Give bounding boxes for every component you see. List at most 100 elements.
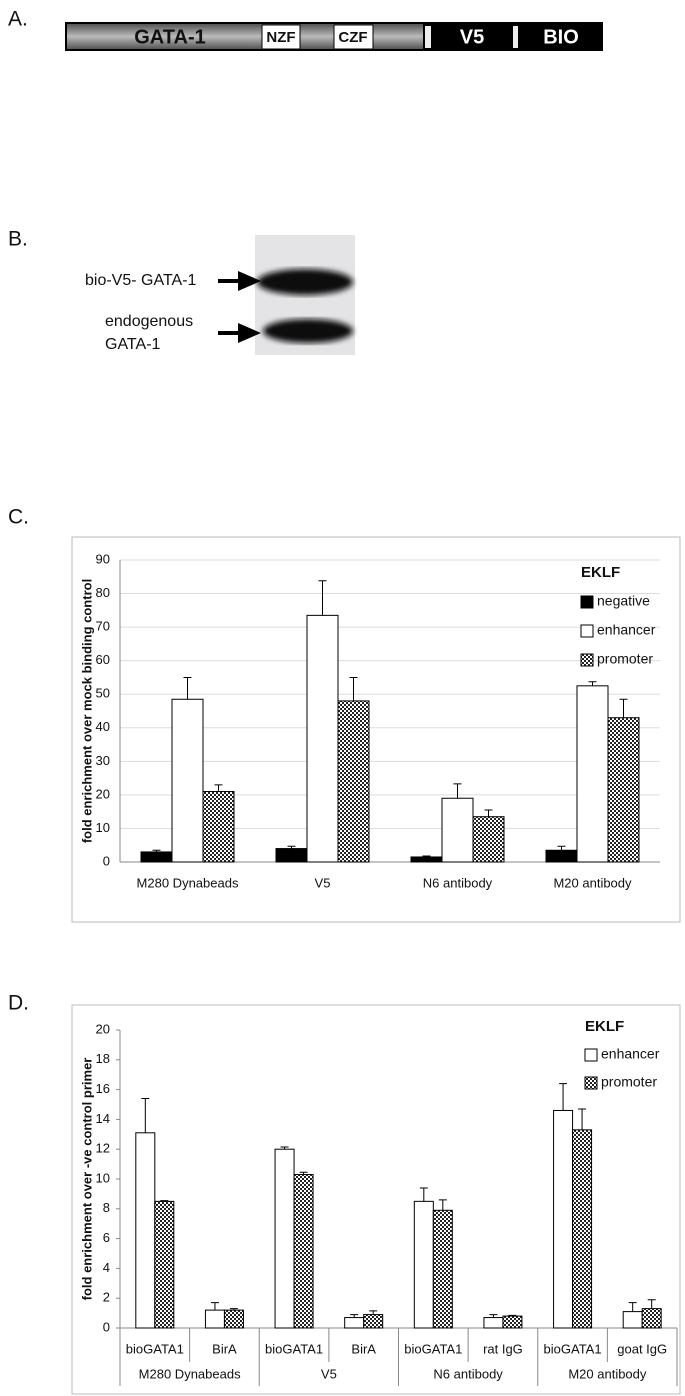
bar <box>140 851 173 863</box>
bar <box>410 856 443 863</box>
error-bar <box>628 1302 637 1312</box>
bar <box>204 1309 225 1329</box>
error-bar <box>453 783 462 799</box>
bar <box>154 1200 175 1329</box>
legend-swatch <box>580 595 594 609</box>
error-bar <box>229 1308 238 1311</box>
error-bar <box>210 1302 219 1311</box>
y-tick-label: 0 <box>103 1319 110 1334</box>
y-tick-label: 40 <box>96 719 110 734</box>
error-bar <box>419 1187 428 1202</box>
bar <box>171 698 204 863</box>
error-bar <box>484 809 493 817</box>
arrow <box>218 322 261 344</box>
y-tick-label: 60 <box>96 652 110 667</box>
bar <box>641 1308 662 1329</box>
panel-label: D. <box>8 992 29 1015</box>
bar <box>441 797 474 863</box>
error-bar <box>619 698 628 718</box>
error-bar <box>557 845 566 851</box>
bar <box>572 1129 593 1329</box>
y-tick-label: 14 <box>96 1111 110 1126</box>
x-tick-label: goat IgG <box>617 1341 667 1356</box>
y-tick-label: 12 <box>96 1141 110 1156</box>
y-tick-label: 90 <box>96 551 110 566</box>
y-tick-label: 16 <box>96 1081 110 1096</box>
x-tick-label: M20 antibody <box>553 875 632 890</box>
y-tick-label: 20 <box>96 1021 110 1036</box>
bar <box>306 614 339 863</box>
x-tick-label: bioGATA1 <box>265 1341 323 1356</box>
group-label: M20 antibody <box>568 1366 647 1381</box>
domain-label: GATA-1 <box>134 26 205 48</box>
y-tick-label: 0 <box>103 853 110 868</box>
error-bar <box>508 1314 517 1317</box>
bar <box>337 700 370 863</box>
panel-label: C. <box>8 506 29 529</box>
bar <box>607 717 640 863</box>
error-bar <box>559 1083 568 1111</box>
domain-label: V5 <box>460 26 484 48</box>
legend-swatch <box>580 624 594 638</box>
y-axis-label: fold enrichment over -ve control primer <box>79 1058 94 1301</box>
bar <box>293 1174 314 1329</box>
band-label: GATA-1 <box>105 336 161 353</box>
x-tick-label: rat IgG <box>483 1341 523 1356</box>
y-tick-label: 18 <box>96 1051 110 1066</box>
arrow <box>218 270 261 292</box>
bar <box>622 1311 643 1329</box>
bar <box>576 685 609 863</box>
error-bar <box>160 1200 169 1202</box>
bar <box>363 1314 384 1329</box>
bar <box>275 848 308 863</box>
panel-label: B. <box>8 228 28 251</box>
error-bar <box>578 1108 587 1130</box>
bar <box>472 816 505 863</box>
x-tick-label: BirA <box>212 1341 237 1356</box>
domain-label: NZF <box>266 29 295 46</box>
error-bar <box>422 855 431 857</box>
band-label: endogenous <box>105 313 193 330</box>
legend-title: EKLF <box>581 564 620 581</box>
y-tick-label: 4 <box>103 1260 110 1275</box>
x-tick-label: bioGATA1 <box>126 1341 184 1356</box>
x-tick-label: BirA <box>351 1341 376 1356</box>
error-bar <box>214 784 223 792</box>
x-tick-label: V5 <box>315 875 331 890</box>
error-bar <box>350 1314 359 1318</box>
legend-swatch <box>584 1048 598 1062</box>
error-bar <box>280 1146 289 1150</box>
legend-label: promoter <box>601 1074 657 1090</box>
chart-frame <box>71 1004 681 1395</box>
error-bar <box>141 1098 150 1133</box>
bar <box>202 791 235 863</box>
y-tick-label: 70 <box>96 619 110 634</box>
legend-swatch <box>584 1076 598 1090</box>
error-bar <box>152 849 161 852</box>
bar <box>344 1317 365 1329</box>
legend-label: enhancer <box>597 622 656 638</box>
error-bar <box>183 676 192 700</box>
nzf-box <box>261 24 301 50</box>
legend-label: negative <box>597 593 650 609</box>
bar <box>223 1309 244 1329</box>
error-bar <box>369 1310 378 1315</box>
bar <box>553 1109 574 1329</box>
y-tick-label: 10 <box>96 820 110 835</box>
error-bar <box>349 676 358 701</box>
x-tick-label: N6 antibody <box>423 875 493 890</box>
bar <box>413 1200 434 1329</box>
legend-label: promoter <box>597 651 653 667</box>
group-label: N6 antibody <box>433 1366 503 1381</box>
chart-frame <box>71 536 681 923</box>
domain-label: BIO <box>543 26 579 48</box>
error-bar <box>489 1314 498 1318</box>
x-tick-label: M280 Dynabeads <box>137 875 239 890</box>
legend-swatch <box>580 653 594 667</box>
y-tick-label: 10 <box>96 1170 110 1185</box>
y-tick-label: 30 <box>96 753 110 768</box>
error-bar <box>647 1299 656 1309</box>
linker <box>513 26 518 48</box>
